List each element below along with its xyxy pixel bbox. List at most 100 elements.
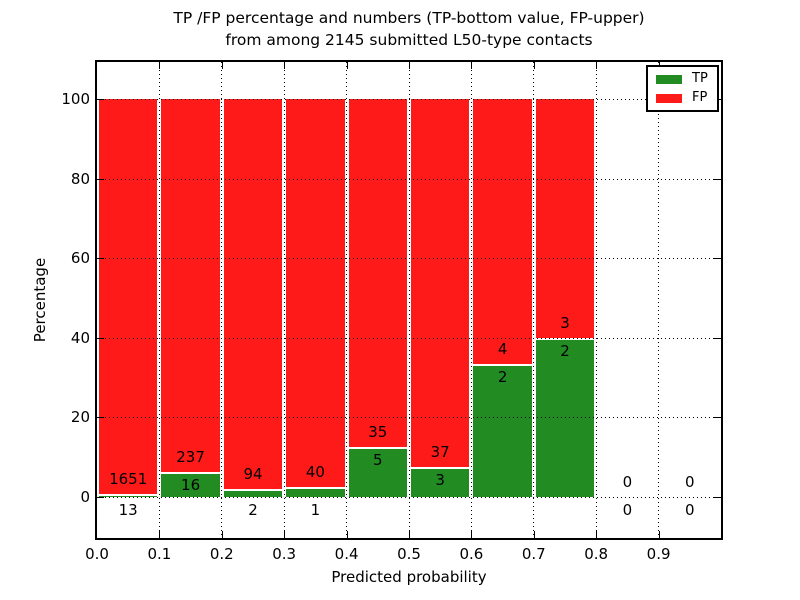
chart-title-line2: from among 2145 submitted L50-type conta… — [225, 31, 593, 49]
tick-mark-top — [409, 62, 410, 69]
bar-segment-fp — [286, 99, 345, 488]
x-tick-label: 0.1 — [147, 545, 172, 563]
gridline-vertical — [470, 62, 472, 538]
tp-count-label: 1 — [310, 501, 321, 519]
tick-mark-left — [97, 497, 104, 498]
x-tick-label: 0.9 — [646, 545, 671, 563]
gridline-horizontal — [97, 178, 721, 180]
fp-count-label: 1651 — [109, 469, 148, 488]
gridline-vertical — [158, 62, 160, 538]
tick-mark-bottom — [658, 531, 660, 538]
tick-mark-right — [714, 337, 721, 339]
gridline-horizontal — [97, 497, 721, 498]
tick-mark-bottom — [221, 531, 223, 538]
tp-count-label: 2 — [497, 368, 508, 387]
gridline-horizontal — [97, 417, 721, 419]
fp-count-label: 4 — [497, 340, 508, 359]
gridline-horizontal — [97, 337, 721, 339]
x-tick-label: 0.6 — [459, 545, 484, 563]
tick-mark-bottom — [284, 531, 286, 538]
bar-segment-tp — [348, 447, 407, 497]
gridline-vertical — [595, 62, 597, 538]
tp-count-label: 0 — [622, 501, 633, 519]
fp-count-label: 40 — [305, 463, 325, 482]
tick-mark-top — [533, 62, 535, 69]
x-tick-label: 0.8 — [584, 545, 609, 563]
tick-mark-left — [97, 99, 104, 100]
y-tick-label: 20 — [70, 408, 90, 427]
x-tick-label: 0.5 — [397, 545, 421, 563]
tick-mark-right — [714, 497, 721, 498]
legend-swatch-fp — [656, 93, 682, 103]
bar-segment-fp — [411, 99, 470, 468]
tick-mark-right — [714, 417, 721, 419]
x-tick-label: 0.7 — [521, 545, 546, 563]
fp-count-label: 94 — [243, 464, 263, 483]
plot-inner: 1651 13 237 16 94 2 40 1 35 5 37 3 4 2 3 2 0 0 0 0 — [97, 62, 721, 538]
plot-area: 1651 13 237 16 94 2 40 1 35 5 37 3 4 2 3 2 0 0 0 0 — [95, 60, 723, 540]
gridline-horizontal — [97, 99, 721, 100]
tick-mark-top — [159, 62, 161, 69]
tp-count-label: 13 — [118, 501, 138, 519]
bar-segment-fp — [99, 99, 158, 494]
tick-mark-right — [714, 258, 721, 260]
bar-segment-fp — [161, 99, 220, 472]
tp-count-label: 16 — [181, 475, 201, 494]
x-tick-label: 0.3 — [272, 545, 297, 563]
tick-mark-bottom — [346, 531, 348, 538]
y-tick-label: 60 — [70, 249, 90, 268]
bar-segment-fp — [473, 99, 532, 365]
y-tick-label: 0 — [80, 488, 90, 506]
fp-count-label: 237 — [176, 447, 205, 466]
gridline-horizontal — [97, 258, 721, 260]
bar-segment-tp — [223, 488, 283, 497]
y-tick-label: 80 — [70, 169, 90, 188]
bar-segment-tp — [99, 493, 158, 497]
tp-count-label: 0 — [685, 501, 695, 519]
gridline-vertical — [533, 62, 535, 538]
fp-count-label: 3 — [560, 313, 570, 332]
tick-mark-bottom — [533, 531, 535, 538]
tick-mark-right — [714, 178, 721, 180]
gridline-vertical — [408, 62, 410, 538]
chart-title: TP /FP percentage and numbers (TP-bottom… — [97, 7, 721, 51]
y-tick-label: 100 — [61, 90, 90, 108]
bar-segment-fp — [223, 99, 283, 489]
gridline-vertical — [283, 62, 285, 538]
x-tick-label: 0.4 — [334, 545, 359, 563]
legend-swatch-tp — [656, 74, 682, 84]
gridline-vertical — [658, 62, 660, 538]
tick-mark-bottom — [471, 531, 473, 538]
bar-segment-tp — [286, 487, 345, 497]
bar-segment-tp — [161, 471, 220, 497]
x-axis-label: Predicted probability — [331, 568, 487, 586]
tp-count-label: 2 — [560, 341, 570, 360]
tick-mark-left — [97, 178, 104, 180]
tick-mark-left — [97, 258, 104, 260]
tick-mark-bottom — [159, 531, 161, 538]
tick-mark-bottom — [596, 531, 598, 538]
y-tick-label: 40 — [70, 328, 90, 347]
chart-title-line1: TP /FP percentage and numbers (TP-bottom… — [173, 9, 645, 27]
fp-count-label: 0 — [685, 473, 695, 491]
x-tick-label: 0.2 — [209, 545, 234, 563]
fp-count-label: 0 — [622, 473, 633, 491]
tick-mark-left — [97, 337, 104, 339]
fp-count-label: 35 — [368, 423, 388, 442]
tick-mark-top — [471, 62, 473, 69]
tp-count-label: 3 — [435, 471, 445, 490]
tick-mark-bottom — [409, 531, 410, 538]
tp-count-label: 2 — [248, 501, 258, 519]
tick-mark-top — [284, 62, 286, 69]
legend-entry-tp: TP — [656, 72, 717, 86]
legend-label-tp: TP — [692, 71, 708, 86]
legend-label-fp: FP — [692, 90, 708, 105]
bar-segment-tp — [411, 467, 470, 497]
gridline-vertical — [221, 62, 223, 538]
x-tick-label: 0.0 — [85, 545, 109, 563]
gridline-vertical — [346, 62, 348, 538]
bar-segment-fp — [348, 99, 407, 448]
bar-segment-fp — [535, 99, 595, 338]
legend: TP FP — [646, 65, 719, 112]
